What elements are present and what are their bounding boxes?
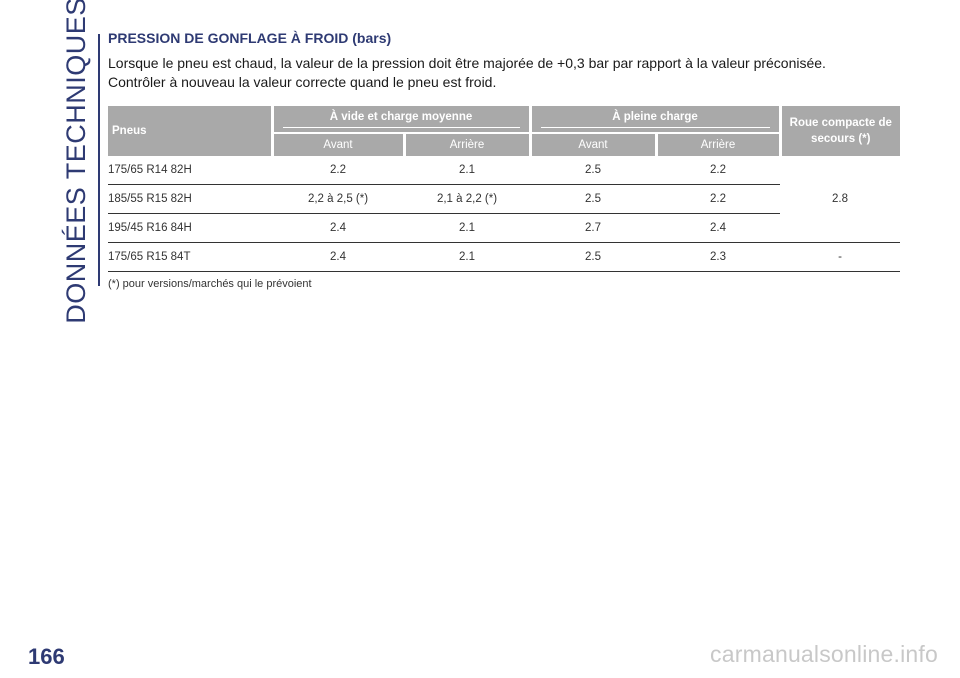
cell-full-rear: 2.2 <box>656 156 781 185</box>
header-group-full-load-label: À pleine charge <box>540 111 770 128</box>
header-group-full-load: À pleine charge <box>530 106 782 134</box>
cell-full-front: 2.7 <box>530 213 656 243</box>
section-heading: PRESSION DE GONFLAGE À FROID (bars) <box>108 30 392 46</box>
tyre-pressure-table: Pneus À vide et charge moyenne À pleine … <box>108 106 901 272</box>
cell-empty-front: 2.4 <box>272 213 404 243</box>
cell-empty-rear: 2.1 <box>404 242 530 272</box>
watermark: carmanualsonline.info <box>710 641 938 667</box>
page-content: PRESSION DE GONFLAGE À FROID (bars) Lors… <box>108 30 901 290</box>
header-spare-wheel: Roue compacte de secours (*) <box>780 106 901 156</box>
cell-full-rear: 2.2 <box>656 184 781 214</box>
table-row: 195/45 R16 84H 2.4 2.1 2.7 2.4 <box>108 213 900 243</box>
header-full-front: Avant <box>530 133 658 156</box>
table-row: 185/55 R15 82H 2,2 à 2,5 (*) 2,1 à 2,2 (… <box>108 184 900 214</box>
cell-full-front: 2.5 <box>530 242 656 272</box>
cell-tyre: 175/65 R14 82H <box>108 156 272 185</box>
chapter-side-title-text: DONNÉES TECHNIQUES <box>60 0 91 324</box>
cell-tyre: 195/45 R16 84H <box>108 213 272 243</box>
header-empty-rear: Arrière <box>404 133 532 156</box>
section-paragraph-2: Contrôler à nouveau la valeur correcte q… <box>108 74 497 90</box>
cell-full-front: 2.5 <box>530 184 656 214</box>
table-row: 175/65 R15 84T 2.4 2.1 2.5 2.3 - <box>108 242 901 272</box>
cell-tyre: 175/65 R15 84T <box>108 242 272 272</box>
chapter-side-rule <box>98 34 100 286</box>
cell-empty-front: 2,2 à 2,5 (*) <box>272 184 404 214</box>
cell-empty-front: 2.4 <box>272 242 404 272</box>
cell-spare: - <box>780 242 901 272</box>
cell-empty-front: 2.2 <box>272 156 404 185</box>
chapter-side-title: DONNÉES TECHNIQUES <box>58 0 94 323</box>
cell-full-rear: 2.3 <box>656 242 781 272</box>
cell-full-rear: 2.4 <box>656 213 781 243</box>
table-row: 175/65 R14 82H 2.2 2.1 2.5 2.2 2.8 <box>108 156 901 243</box>
cell-empty-rear: 2.1 <box>404 213 530 243</box>
table-footnote: (*) pour versions/marchés qui le prévoie… <box>108 278 312 290</box>
header-group-empty-load-label: À vide et charge moyenne <box>282 111 520 128</box>
header-full-rear: Arrière <box>656 133 782 156</box>
cell-spare-merged: 2.8 <box>780 156 901 243</box>
cell-tyre: 185/55 R15 82H <box>108 184 272 214</box>
page-number: 166 <box>28 644 65 669</box>
header-tyres: Pneus <box>108 106 274 156</box>
cell-empty-rear: 2.1 <box>404 156 530 185</box>
section-paragraph-1: Lorsque le pneu est chaud, la valeur de … <box>108 55 826 71</box>
header-empty-front: Avant <box>272 133 406 156</box>
header-group-empty-load: À vide et charge moyenne <box>272 106 532 134</box>
cell-full-front: 2.5 <box>530 156 656 185</box>
cell-empty-rear: 2,1 à 2,2 (*) <box>404 184 530 214</box>
